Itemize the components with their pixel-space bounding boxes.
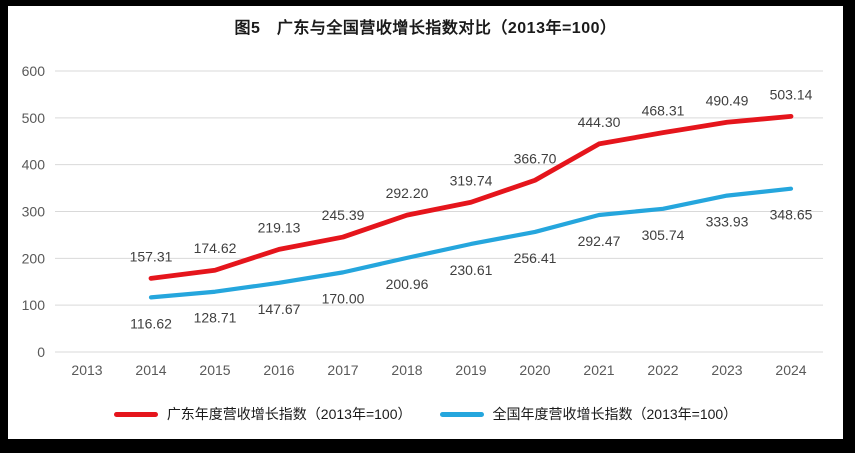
national-data-label: 305.74 [642, 227, 685, 243]
x-axis-tick-label: 2015 [199, 362, 230, 378]
legend-entry-guangdong: 广东年度营收增长指数（2013年=100） [113, 404, 412, 424]
x-axis-tick-label: 2017 [327, 362, 358, 378]
x-axis-tick-label: 2014 [135, 362, 166, 378]
national-data-label: 333.93 [706, 214, 749, 230]
guangdong-data-label: 292.20 [386, 185, 429, 201]
guangdong-series-line [148, 113, 794, 281]
national-data-label: 292.47 [578, 233, 621, 249]
y-axis-tick-label: 300 [22, 204, 46, 220]
national-data-label: 116.62 [130, 315, 172, 331]
guangdong-data-label: 444.30 [578, 114, 621, 130]
guangdong-data-label: 174.62 [194, 240, 237, 256]
line-chart-canvas: 0 100 200 300 400 500 600 2013 2014 2015 2016 2017 2… [22, 63, 823, 378]
y-axis-tick-label: 0 [37, 344, 45, 360]
chart-title: 图5 广东与全国营收增长指数对比（2013年=100） [234, 20, 617, 37]
x-axis-tick-label: 2023 [711, 362, 742, 378]
guangdong-data-label: 219.13 [258, 219, 301, 235]
x-axis-tick-label: 2018 [391, 362, 422, 378]
national-data-label: 348.65 [770, 207, 813, 223]
legend-entry-national: 全国年度营收增长指数（2013年=100） [439, 404, 738, 424]
x-axis-tick-label: 2016 [263, 362, 294, 378]
legend: 广东年度营收增长指数（2013年=100） 全国年度营收增长指数（2013年=10… [8, 404, 843, 424]
national-data-label: 230.61 [450, 262, 493, 278]
x-axis-tick-label: 2021 [583, 362, 614, 378]
national-data-label: 170.00 [322, 290, 365, 306]
guangdong-legend-swatch-icon [113, 411, 158, 417]
y-axis-tick-label: 100 [22, 297, 46, 313]
national-data-label: 147.67 [258, 301, 301, 317]
guangdong-data-label: 319.74 [450, 172, 493, 188]
y-axis-tick-label: 400 [22, 157, 46, 173]
national-legend-label: 全国年度营收增长指数（2013年=100） [492, 406, 738, 422]
x-axis-tick-label: 2022 [647, 362, 678, 378]
guangdong-data-label: 157.31 [130, 248, 173, 264]
x-axis-tick-label: 2019 [455, 362, 486, 378]
guangdong-legend-label: 广东年度营收增长指数（2013年=100） [166, 406, 412, 422]
guangdong-data-label: 490.49 [706, 92, 749, 108]
guangdong-data-label: 245.39 [322, 207, 365, 223]
y-axis-tick-label: 600 [22, 63, 46, 79]
guangdong-data-label: 503.14 [770, 86, 813, 102]
national-series-line [148, 186, 794, 300]
national-data-label: 128.71 [194, 310, 237, 326]
national-data-label: 200.96 [386, 276, 429, 292]
x-axis-tick-label: 2024 [775, 362, 806, 378]
x-axis-tick-label: 2013 [71, 362, 102, 378]
y-axis-tick-label: 500 [22, 110, 46, 126]
x-axis-tick-label: 2020 [519, 362, 550, 378]
guangdong-data-label: 468.31 [642, 103, 685, 119]
national-legend-swatch-icon [439, 411, 484, 417]
national-data-label: 256.41 [514, 250, 557, 266]
y-axis-tick-label: 200 [22, 250, 46, 266]
guangdong-data-label: 366.70 [514, 150, 557, 166]
